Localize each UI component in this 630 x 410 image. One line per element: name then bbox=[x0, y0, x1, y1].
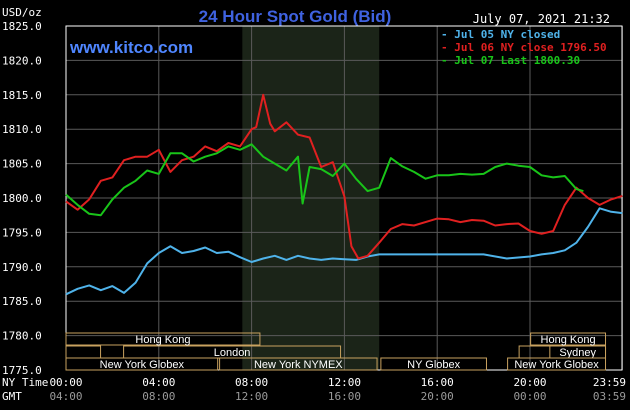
x-axis-ticks: NY Time 00:00 04:00 08:00 12:00 16:00 20:00 23:… bbox=[2, 376, 626, 403]
x-tick-label: 03:59 bbox=[593, 390, 626, 403]
y-tick-label: 1800.0 bbox=[2, 192, 42, 205]
chart-title: 24 Hour Spot Gold (Bid) bbox=[199, 7, 392, 26]
y-tick-label: 1775.0 bbox=[2, 364, 42, 377]
x-row-name-0: NY Time bbox=[2, 376, 48, 389]
x-tick-label: 12:00 bbox=[235, 390, 268, 403]
series-line-0 bbox=[65, 207, 623, 296]
session-bar-left-3-label: New York Globex bbox=[100, 359, 185, 371]
series-lines bbox=[65, 93, 623, 296]
x-tick-label: 08:00 bbox=[142, 390, 175, 403]
x-tick-label: 20:00 bbox=[421, 390, 454, 403]
session-bar-right-0 bbox=[530, 332, 607, 346]
series-line-1 bbox=[65, 93, 623, 260]
session-bar-left-2-label: London bbox=[214, 347, 251, 359]
x-tick-label: 00:00 bbox=[49, 376, 82, 389]
x-tick-label: 16:00 bbox=[421, 376, 454, 389]
y-tick-label: 1810.0 bbox=[2, 123, 42, 136]
x-tick-label: 20:00 bbox=[513, 376, 546, 389]
session-bar-left-0-label: Hong Kong bbox=[135, 334, 190, 346]
y-axis-unit-label: USD/oz bbox=[2, 6, 42, 19]
timestamp: July 07, 2021 21:32 bbox=[473, 12, 610, 26]
x-tick-label: 16:00 bbox=[328, 390, 361, 403]
session-bar-right-3-label: New York Globex bbox=[514, 359, 599, 371]
y-tick-label: 1780.0 bbox=[2, 330, 42, 343]
y-tick-label: 1820.0 bbox=[2, 54, 42, 67]
session-bar-right-0-label: Hong Kong bbox=[541, 334, 596, 346]
series-line-2 bbox=[65, 143, 584, 217]
session-bar-mid-0-label: New York NYMEX bbox=[254, 359, 343, 371]
session-bar-left-3 bbox=[65, 357, 219, 371]
session-bar-mid-0 bbox=[219, 357, 378, 371]
session-bar-right-2-label: Sydney bbox=[559, 347, 596, 359]
legend-entry-0: - Jul 05 NY closed bbox=[441, 28, 560, 41]
y-tick-label: 1795.0 bbox=[2, 226, 42, 239]
legend-entry-2: - Jul 07 Last 1800.30 bbox=[441, 54, 580, 67]
session-bar-mid-1-label: NY Globex bbox=[407, 359, 460, 371]
y-tick-label: 1785.0 bbox=[2, 295, 42, 308]
session-bar-right-3 bbox=[507, 357, 607, 371]
session-bar-left-0 bbox=[65, 332, 261, 346]
y-tick-label: 1790.0 bbox=[2, 261, 42, 274]
x-tick-label: 08:00 bbox=[235, 376, 268, 389]
y-tick-label: 1815.0 bbox=[2, 89, 42, 102]
y-tick-label: 1805.0 bbox=[2, 158, 42, 171]
x-tick-label: 23:59 bbox=[593, 376, 626, 389]
x-tick-label: 00:00 bbox=[513, 390, 546, 403]
y-axis-ticks: 1825.0 1820.0 1815.0 1810.0 1805.0 1800.0 1795… bbox=[2, 20, 42, 377]
market-session-bars: Hong Kong London New York Globex New York N… bbox=[65, 332, 607, 371]
x-tick-label: 04:00 bbox=[49, 390, 82, 403]
x-tick-label: 04:00 bbox=[142, 376, 175, 389]
session-bar-mid-1 bbox=[380, 357, 487, 371]
brand-watermark: www.kitco.com bbox=[69, 38, 193, 57]
legend-entry-1: - Jul 06 NY close 1796.50 bbox=[441, 41, 607, 54]
y-tick-label: 1825.0 bbox=[2, 20, 42, 33]
x-row-name-1: GMT bbox=[2, 390, 22, 403]
x-tick-label: 12:00 bbox=[328, 376, 361, 389]
legend: - Jul 05 NY closed- Jul 06 NY close 1796… bbox=[441, 28, 607, 67]
